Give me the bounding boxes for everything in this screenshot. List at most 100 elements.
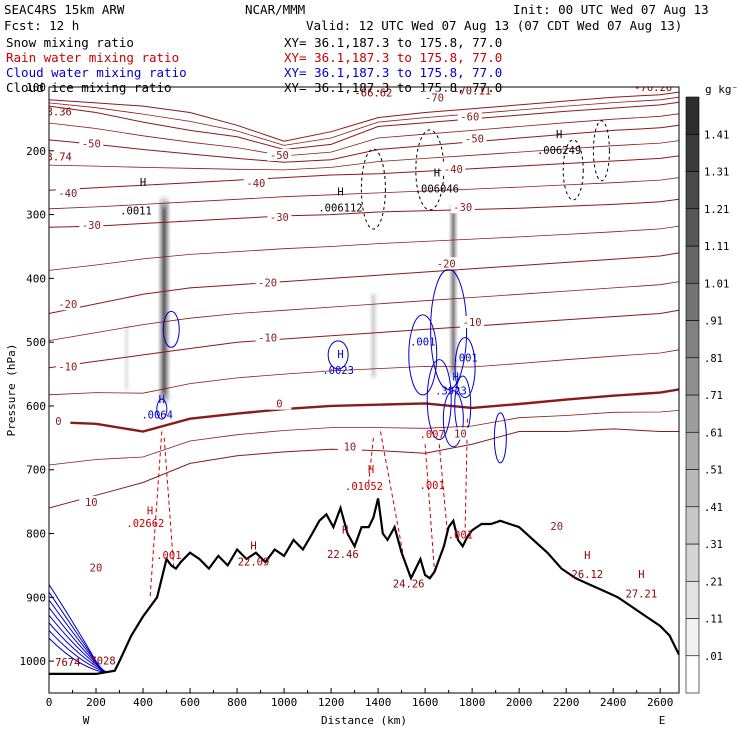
value-label: H: [337, 186, 343, 198]
isotherm-minor: [49, 225, 679, 271]
colorbar-cell: [685, 208, 700, 247]
colorbar: .01 .11 .21 .31 .41 .51 .61 .71 .81 .91 1.01 1.11 1.…: [685, 96, 729, 694]
value-label: H: [453, 371, 459, 383]
value-label: .006046: [415, 183, 459, 195]
isotherm-label: -10: [58, 362, 77, 374]
isotherm-label: -50: [270, 150, 289, 162]
value-label: .001: [420, 480, 445, 492]
colorbar-cell: [685, 245, 700, 284]
isotherm-label-bg: [337, 440, 362, 453]
value-label: -66.62: [354, 88, 392, 100]
isotherm-minor: [49, 140, 679, 171]
value-label: -70.11: [453, 86, 491, 98]
y-tick-label: 100: [26, 81, 46, 94]
isotherm-label: 10: [454, 429, 467, 441]
value-label: .006249: [537, 145, 581, 157]
isotherm-label: -30: [270, 212, 289, 224]
cloud-water-contour-5: [426, 359, 452, 441]
field-xy-snow: XY= 36.1,187.3 to 175.8, 77.0: [284, 35, 502, 50]
isotherm-label: -10: [463, 317, 482, 329]
value-label: .01052: [345, 481, 383, 493]
y-tick-label: 800: [26, 528, 46, 541]
isotherm-label: -40: [58, 188, 77, 200]
x-axis: 0 200 400 600 800 1000 1200 1400 1600 1800 2000 220…: [46, 688, 673, 709]
colorbar-cell: [685, 282, 700, 321]
terrain-fill: [49, 498, 679, 693]
colorbar-cell: [685, 357, 700, 396]
field-name-cloud-water: Cloud water mixing ratio: [6, 65, 187, 80]
isotherm-label-bg: [450, 201, 475, 214]
colorbar-cell: [685, 506, 700, 545]
value-label: 22.09: [238, 556, 270, 568]
isotherm-minor: [49, 349, 679, 396]
value-label: H: [342, 525, 348, 537]
colorbar-label: 1.41: [704, 129, 729, 141]
colorbar-unit: g kg⁻¹: [705, 83, 740, 96]
isotherm-label: -30: [453, 202, 472, 214]
snow-shading: [123, 195, 459, 406]
x-tick-label: 1400: [365, 696, 392, 709]
isotherm--50: [49, 124, 679, 163]
isotherm-label-bg: [55, 298, 80, 311]
value-label: H: [337, 349, 343, 361]
isotherm-label: -20: [437, 258, 456, 270]
isotherm--70: [49, 91, 679, 142]
rain-contour-6: [464, 418, 468, 534]
value-label: .0023: [322, 365, 354, 377]
field-name-snow: Snow mixing ratio: [6, 35, 134, 50]
colorbar-cell: [685, 320, 700, 359]
isotherm-label-bg: [422, 91, 447, 104]
isotherm-label: -20: [258, 277, 277, 289]
x-tick-label: 1000: [271, 696, 298, 709]
y-tick-label: 700: [26, 464, 46, 477]
y-tick-label: 500: [26, 336, 46, 349]
x-tick-label: 1600: [412, 696, 439, 709]
value-label: -76.26: [634, 82, 672, 94]
isotherm-label: 20: [90, 563, 103, 575]
value-label: 7028: [90, 655, 115, 667]
isotherm-label-bg: [79, 137, 104, 150]
y-tick-label: 400: [26, 272, 46, 285]
institution-label: NCAR/MMM: [245, 2, 305, 17]
value-label: .001: [448, 530, 473, 542]
value-label: 48.36: [40, 107, 72, 119]
isotherm-minor: [49, 177, 679, 210]
isotherm-label-bg: [79, 495, 104, 508]
colorbar-label: .31: [704, 539, 723, 551]
cloud-water-contour-0: [162, 310, 180, 348]
snow-column-1: [452, 213, 455, 369]
isotherm-label: -10: [258, 332, 277, 344]
colorbar-label: 1.21: [704, 204, 729, 216]
colorbar-label: .21: [704, 576, 723, 588]
isotherm-minor: [49, 281, 679, 341]
cloud-water-contour-2: [408, 314, 438, 396]
colorbar-label: .71: [704, 390, 723, 402]
isotherm-label-bg: [255, 276, 280, 289]
isotherm-minor: [49, 113, 679, 157]
terrain-line: [49, 498, 679, 676]
isotherm-label: -30: [82, 220, 101, 232]
colorbar-label: 1.31: [704, 167, 729, 179]
value-label: .0064: [141, 410, 173, 422]
y-axis-label: Pressure (hPa): [5, 344, 18, 437]
value-label: H: [584, 550, 590, 562]
value-label: .001: [410, 336, 435, 348]
value-label: .0011: [120, 206, 152, 218]
model-title: SEAC4RS 15km ARW: [4, 2, 125, 17]
value-label: 24.26: [393, 579, 425, 591]
colorbar-cell: [685, 394, 700, 433]
x-tick-label: 800: [227, 696, 247, 709]
snow-column-2: [372, 297, 375, 375]
colorbar-cell: [685, 96, 700, 135]
rain-contour-2: [368, 437, 374, 483]
value-label: .3923: [435, 385, 467, 397]
x-tick-label: 2000: [506, 696, 533, 709]
isotherm-label: 0: [55, 416, 61, 428]
isotherm-label-bg: [457, 110, 482, 123]
isotherm-label: -70: [425, 92, 444, 104]
valid-time: Valid: 12 UTC Wed 07 Aug 13 (07 CDT Wed …: [306, 18, 682, 33]
terrain: [49, 498, 679, 693]
isotherm-label: 10: [85, 497, 98, 509]
colorbar-cell: [685, 618, 700, 657]
y-tick-label: 600: [26, 400, 46, 413]
